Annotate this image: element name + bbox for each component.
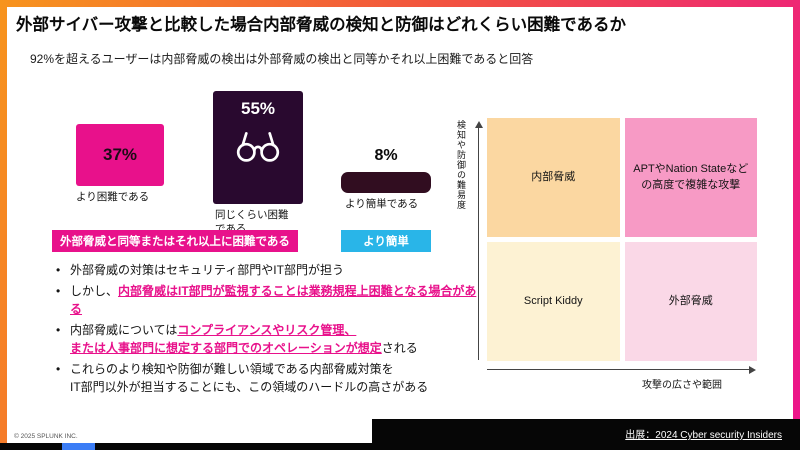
list-item: 内部脅威についてはコンプライアンスやリスク管理、 または人事部門に想定する部門で… [56,321,480,357]
bar-category-label: より困難である [76,191,150,203]
quadrant-external-threat: 外部脅威 [624,242,757,361]
bar-value: 37% [102,145,138,164]
x-axis-arrow [487,365,756,374]
bar-category-label: より簡単である [345,198,419,210]
bar-easier [341,172,431,193]
progress-bar[interactable] [0,443,800,450]
quadrant-internal-threat: 内部脅威 [487,118,620,237]
bar-value: 8% [374,147,398,164]
bar-value: 55% [240,99,276,118]
y-axis-arrow [474,121,483,360]
binoculars-icon [231,128,285,169]
y-axis-label: 検知や防御の難易度 [456,120,466,210]
bullet-list: 外部脅威の対策はセキュリティ部門やIT部門が担う しかし、内部脅威はIT部門が監… [56,261,480,399]
bullet-text: IT部門以外が担当することにも、この領域のハードルの高さがある [70,380,429,394]
quadrant-matrix: 内部脅威 APTやNation Stateなどの高度で複雑な攻撃 Script … [487,118,757,361]
bullet-text: される [381,341,418,355]
bullet-highlight: または人事部門に想定する部門でのオペレーションが想定 [70,341,382,355]
bar-equally-difficult: 55% [213,91,303,204]
slide-subtitle: 92%を超えるユーザーは内部脅威の検出は外部脅威の検出と同等かそれ以上困難である… [30,52,534,66]
legend-easier-badge: より簡単 [341,230,431,252]
progress-fill [62,443,95,450]
copyright-text: © 2025 SPLUNK INC. [14,433,78,440]
bullet-text: 外部脅威の対策はセキュリティ部門やIT部門が担う [70,263,344,277]
bullet-text: しかし、 [70,284,119,298]
bullet-highlight: コンプライアンスやリスク管理、 [177,323,357,337]
list-item: 外部脅威の対策はセキュリティ部門やIT部門が担う [56,261,480,279]
bullet-highlight: 内部脅威はIT部門が監視することは業務規程上困難となる場合がある [70,284,477,316]
bar-more-difficult: 37% [76,124,164,186]
x-axis-label: 攻撃の広さや範囲 [642,380,722,391]
quadrant-apt-nation-state: APTやNation Stateなどの高度で複雑な攻撃 [624,118,757,237]
list-item: これらのより検知や防御が難しい領域である内部脅威対策を IT部門以外が担当するこ… [56,360,480,396]
page-title: 外部サイバー攻撃と比較した場合内部脅威の検知と防御はどれくらい困難であるか [16,16,627,34]
bullet-text: 内部脅威については [70,323,178,337]
list-item: しかし、内部脅威はIT部門が監視することは業務規程上困難となる場合がある [56,282,480,318]
quadrant-script-kiddy: Script Kiddy [487,242,620,361]
legend-harder-badge: 外部脅威と同等またはそれ以上に困難である [52,230,298,252]
source-link[interactable]: 出展：2024 Cyber security Insiders [625,430,782,441]
bullet-text: これらのより検知や防御が難しい領域である内部脅威対策を [70,362,394,376]
